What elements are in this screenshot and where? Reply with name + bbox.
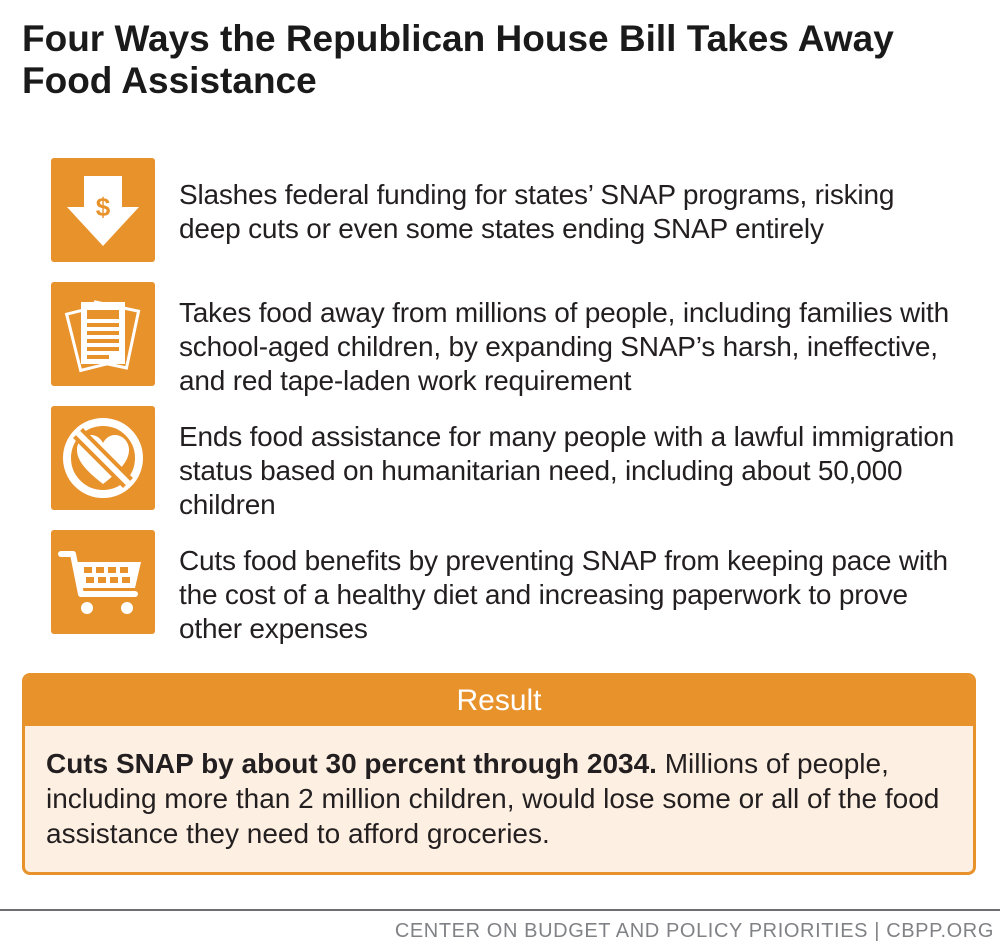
item-text: Slashes federal funding for states’ SNAP…	[179, 179, 895, 244]
result-bold-text: Cuts SNAP by about 30 percent through 20…	[46, 748, 657, 779]
paperwork-icon	[51, 282, 155, 386]
footer-divider	[0, 909, 1000, 911]
list-item: Cuts food benefits by preventing SNAP fr…	[51, 530, 981, 644]
result-box: Result Cuts SNAP by about 30 percent thr…	[22, 673, 976, 875]
item-text: Cuts food benefits by preventing SNAP fr…	[179, 545, 948, 644]
list-item: Ends food assistance for many people wit…	[51, 406, 981, 520]
svg-text:$: $	[96, 192, 111, 222]
result-heading: Result	[25, 676, 973, 726]
footer-credit: CENTER ON BUDGET AND POLICY PRIORITIES |…	[394, 920, 994, 942]
list-item: Takes food away from millions of people,…	[51, 282, 981, 396]
item-text: Ends food assistance for many people wit…	[179, 421, 955, 520]
list-item: $ Slashes federal funding for states’ SN…	[51, 158, 981, 262]
dollar-down-arrow-icon: $	[51, 158, 155, 262]
no-heart-icon	[51, 406, 155, 510]
result-body-text: Millions of people, including more than …	[46, 748, 940, 849]
item-text: Takes food away from millions of people,…	[179, 297, 950, 396]
shopping-cart-icon	[51, 530, 155, 634]
page-title: Four Ways the Republican House Bill Take…	[22, 18, 894, 101]
result-text: Cuts SNAP by about 30 percent through 20…	[46, 746, 946, 851]
